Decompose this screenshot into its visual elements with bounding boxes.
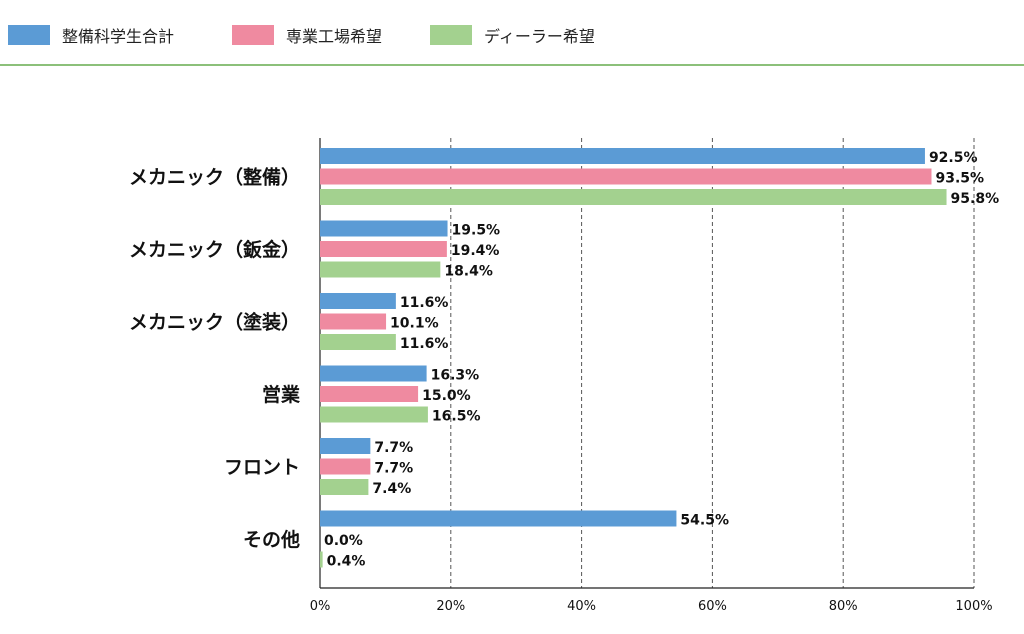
value-label-s1-c1: 19.5% [452, 223, 501, 239]
value-label-s1-c3: 16.3% [431, 368, 480, 384]
bar-s2-c0 [320, 168, 932, 185]
legend-swatch-series-2 [232, 25, 274, 45]
value-label-s1-c0: 92.5% [929, 150, 978, 166]
bar-s2-c2 [320, 313, 387, 330]
category-label-3: 営業 [262, 383, 301, 406]
bar-s3-c2 [320, 334, 396, 350]
bar-s2-c1 [320, 241, 447, 257]
bar-s3-c4 [320, 479, 369, 495]
bar-s3-c1 [320, 261, 441, 278]
bar-s1-c3 [320, 365, 427, 382]
value-label-s3-c2: 11.6% [400, 336, 449, 352]
legend-label-series-3: ディーラー希望 [484, 27, 595, 46]
bar-s1-c0 [320, 148, 925, 164]
legend-label-series-2: 専業工場希望 [286, 27, 383, 46]
legend-swatch-series-1 [8, 25, 50, 45]
value-label-s2-c5: 0.0% [324, 533, 363, 549]
value-label-s2-c0: 93.5% [935, 171, 984, 187]
value-label-s3-c5: 0.4% [327, 554, 366, 570]
value-label-s1-c4: 7.7% [374, 440, 413, 456]
category-label-0: メカニック（整備） [129, 166, 300, 189]
bar-s1-c2 [320, 293, 396, 309]
bar-s3-c5 [320, 551, 323, 568]
bar-s2-c3 [320, 386, 419, 402]
value-label-s3-c1: 18.4% [444, 264, 493, 280]
legend: 整備科学生合計 専業工場希望 ディーラー希望 [0, 0, 1024, 66]
legend-swatch-series-3 [430, 25, 472, 45]
category-label-2: メカニック（塗装） [129, 311, 300, 334]
category-label-4: フロント [224, 457, 300, 479]
value-label-s2-c2: 10.1% [390, 316, 439, 332]
bar-s1-c4 [320, 438, 371, 454]
x-tick-label-0: 0% [310, 599, 331, 614]
category-label-1: メカニック（鈑金） [129, 238, 300, 261]
bar-s3-c0 [320, 189, 947, 205]
value-label-s1-c2: 11.6% [400, 295, 449, 311]
value-label-s3-c0: 95.8% [951, 191, 1000, 207]
value-label-s1-c5: 54.5% [680, 513, 729, 529]
legend-item-series-3: ディーラー希望 [430, 24, 595, 46]
x-tick-label-5: 100% [955, 599, 992, 614]
legend-item-series-2: 専業工場希望 [232, 24, 382, 46]
value-label-s2-c3: 15.0% [422, 388, 471, 404]
bar-s1-c1 [320, 220, 448, 237]
legend-label-series-1: 整備科学生合計 [62, 27, 175, 46]
x-tick-label-4: 80% [829, 599, 858, 614]
bar-s1-c5 [320, 510, 677, 527]
value-label-s3-c3: 16.5% [432, 409, 481, 425]
category-label-5: その他 [243, 528, 300, 551]
bar-s3-c3 [320, 406, 428, 423]
legend-item-series-1: 整備科学生合計 [8, 24, 174, 46]
value-label-s2-c1: 19.4% [451, 243, 500, 259]
value-label-s3-c4: 7.4% [372, 481, 411, 497]
bar-s2-c4 [320, 458, 371, 475]
x-tick-label-1: 20% [436, 599, 465, 614]
value-label-s2-c4: 7.7% [374, 461, 413, 477]
x-tick-label-2: 40% [567, 599, 596, 614]
x-tick-label-3: 60% [698, 599, 727, 614]
